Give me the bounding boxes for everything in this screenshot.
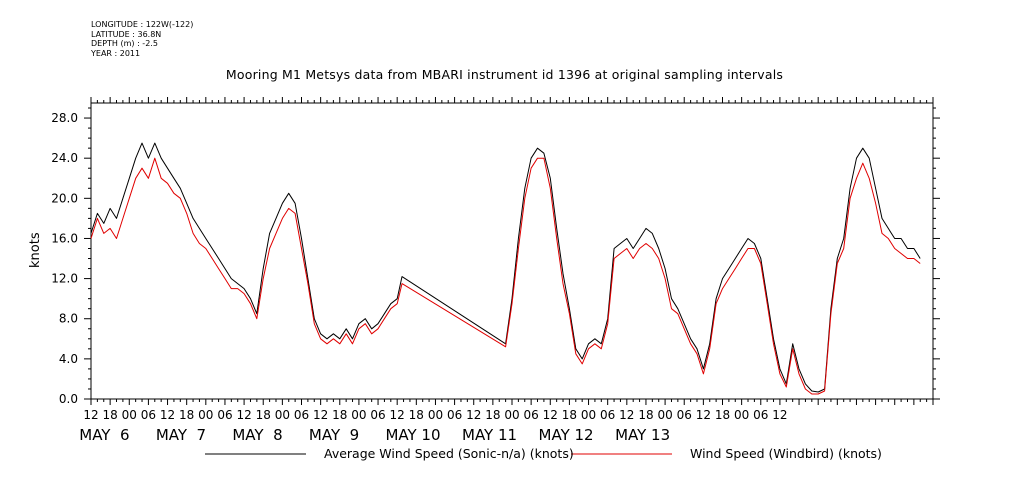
y-tick-label: 12.0 — [51, 272, 78, 286]
x-hour-tick-label: 12 — [619, 408, 634, 422]
x-hour-tick-label: 06 — [447, 408, 462, 422]
x-day-label: MAY 6 — [79, 426, 129, 444]
x-day-label: MAY 12 — [539, 426, 594, 444]
x-hour-tick-label: 06 — [600, 408, 615, 422]
x-hour-tick-label: 00 — [657, 408, 672, 422]
longitude-label: LONGITUDE : 122W(-122) — [91, 20, 194, 29]
plot-frame — [90, 102, 934, 400]
depth-label: DEPTH (m) : -2.5 — [91, 39, 158, 49]
x-hour-tick-label: 18 — [485, 408, 500, 422]
x-hour-tick-label: 06 — [677, 408, 692, 422]
x-hour-tick-label: 12 — [543, 408, 558, 422]
latitude-label: LATITUDE : 36.8N — [91, 29, 162, 39]
x-hour-tick-label: 12 — [390, 408, 405, 422]
x-hour-tick-label: 00 — [734, 408, 749, 422]
x-hour-tick-label: 06 — [370, 408, 385, 422]
x-hour-tick-label: 06 — [217, 408, 232, 422]
x-hour-tick-label: 18 — [179, 408, 194, 422]
x-day-label: MAY 8 — [232, 426, 282, 444]
x-hour-tick-label: 12 — [160, 408, 175, 422]
year-label: YEAR : 2011 — [91, 48, 141, 58]
x-hour-tick-label: 00 — [428, 408, 443, 422]
series-line-windbird — [90, 157, 921, 395]
x-hour-tick-label: 00 — [504, 408, 519, 422]
x-hour-tick-label: 12 — [83, 408, 98, 422]
x-hour-tick-label: 18 — [256, 408, 271, 422]
x-hour-tick-label: 00 — [351, 408, 366, 422]
y-tick-label: 24.0 — [51, 151, 78, 165]
x-hour-tick-label: 00 — [122, 408, 137, 422]
x-hour-tick-label: 18 — [332, 408, 347, 422]
x-hour-tick-label: 18 — [102, 408, 117, 422]
x-hour-tick-label: 18 — [715, 408, 730, 422]
series-line-average-wind — [90, 142, 921, 393]
x-hour-tick-label: 06 — [141, 408, 156, 422]
x-day-label: MAY 11 — [462, 426, 517, 444]
y-tick-label: 8.0 — [59, 312, 78, 326]
x-hour-tick-label: 12 — [236, 408, 251, 422]
x-hour-tick-label: 06 — [523, 408, 538, 422]
y-tick-label: 20.0 — [51, 191, 78, 205]
x-hour-tick-label: 12 — [313, 408, 328, 422]
x-day-label: MAY 9 — [309, 426, 359, 444]
y-tick-label: 16.0 — [51, 231, 78, 245]
chart-title: Mooring M1 Metsys data from MBARI instru… — [225, 67, 784, 82]
y-tick-label: 28.0 — [51, 111, 78, 125]
x-hour-tick-label: 00 — [275, 408, 290, 422]
legend-label-windbird: Wind Speed (Windbird) (knots) — [690, 446, 882, 461]
x-hour-tick-label: 00 — [581, 408, 596, 422]
x-hour-tick-label: 12 — [466, 408, 481, 422]
x-hour-tick-label: 06 — [294, 408, 309, 422]
y-tick-label: 0.0 — [59, 392, 78, 406]
x-day-label: MAY 10 — [385, 426, 440, 444]
x-hour-tick-label: 18 — [562, 408, 577, 422]
x-hour-tick-label: 18 — [409, 408, 424, 422]
x-day-label: MAY 7 — [156, 426, 206, 444]
x-hour-tick-label: 12 — [696, 408, 711, 422]
y-tick-label: 4.0 — [59, 352, 78, 366]
x-hour-tick-label: 18 — [638, 408, 653, 422]
x-hour-tick-label: 12 — [772, 408, 787, 422]
x-day-label: MAY 13 — [615, 426, 670, 444]
metadata-block: LONGITUDE : 122W(-122) LATITUDE : 36.8N … — [91, 20, 193, 58]
x-hour-tick-label: 00 — [198, 408, 213, 422]
legend-label-average: Average Wind Speed (Sonic-n/a) (knots) — [324, 446, 574, 461]
x-hour-tick-label: 06 — [753, 408, 768, 422]
